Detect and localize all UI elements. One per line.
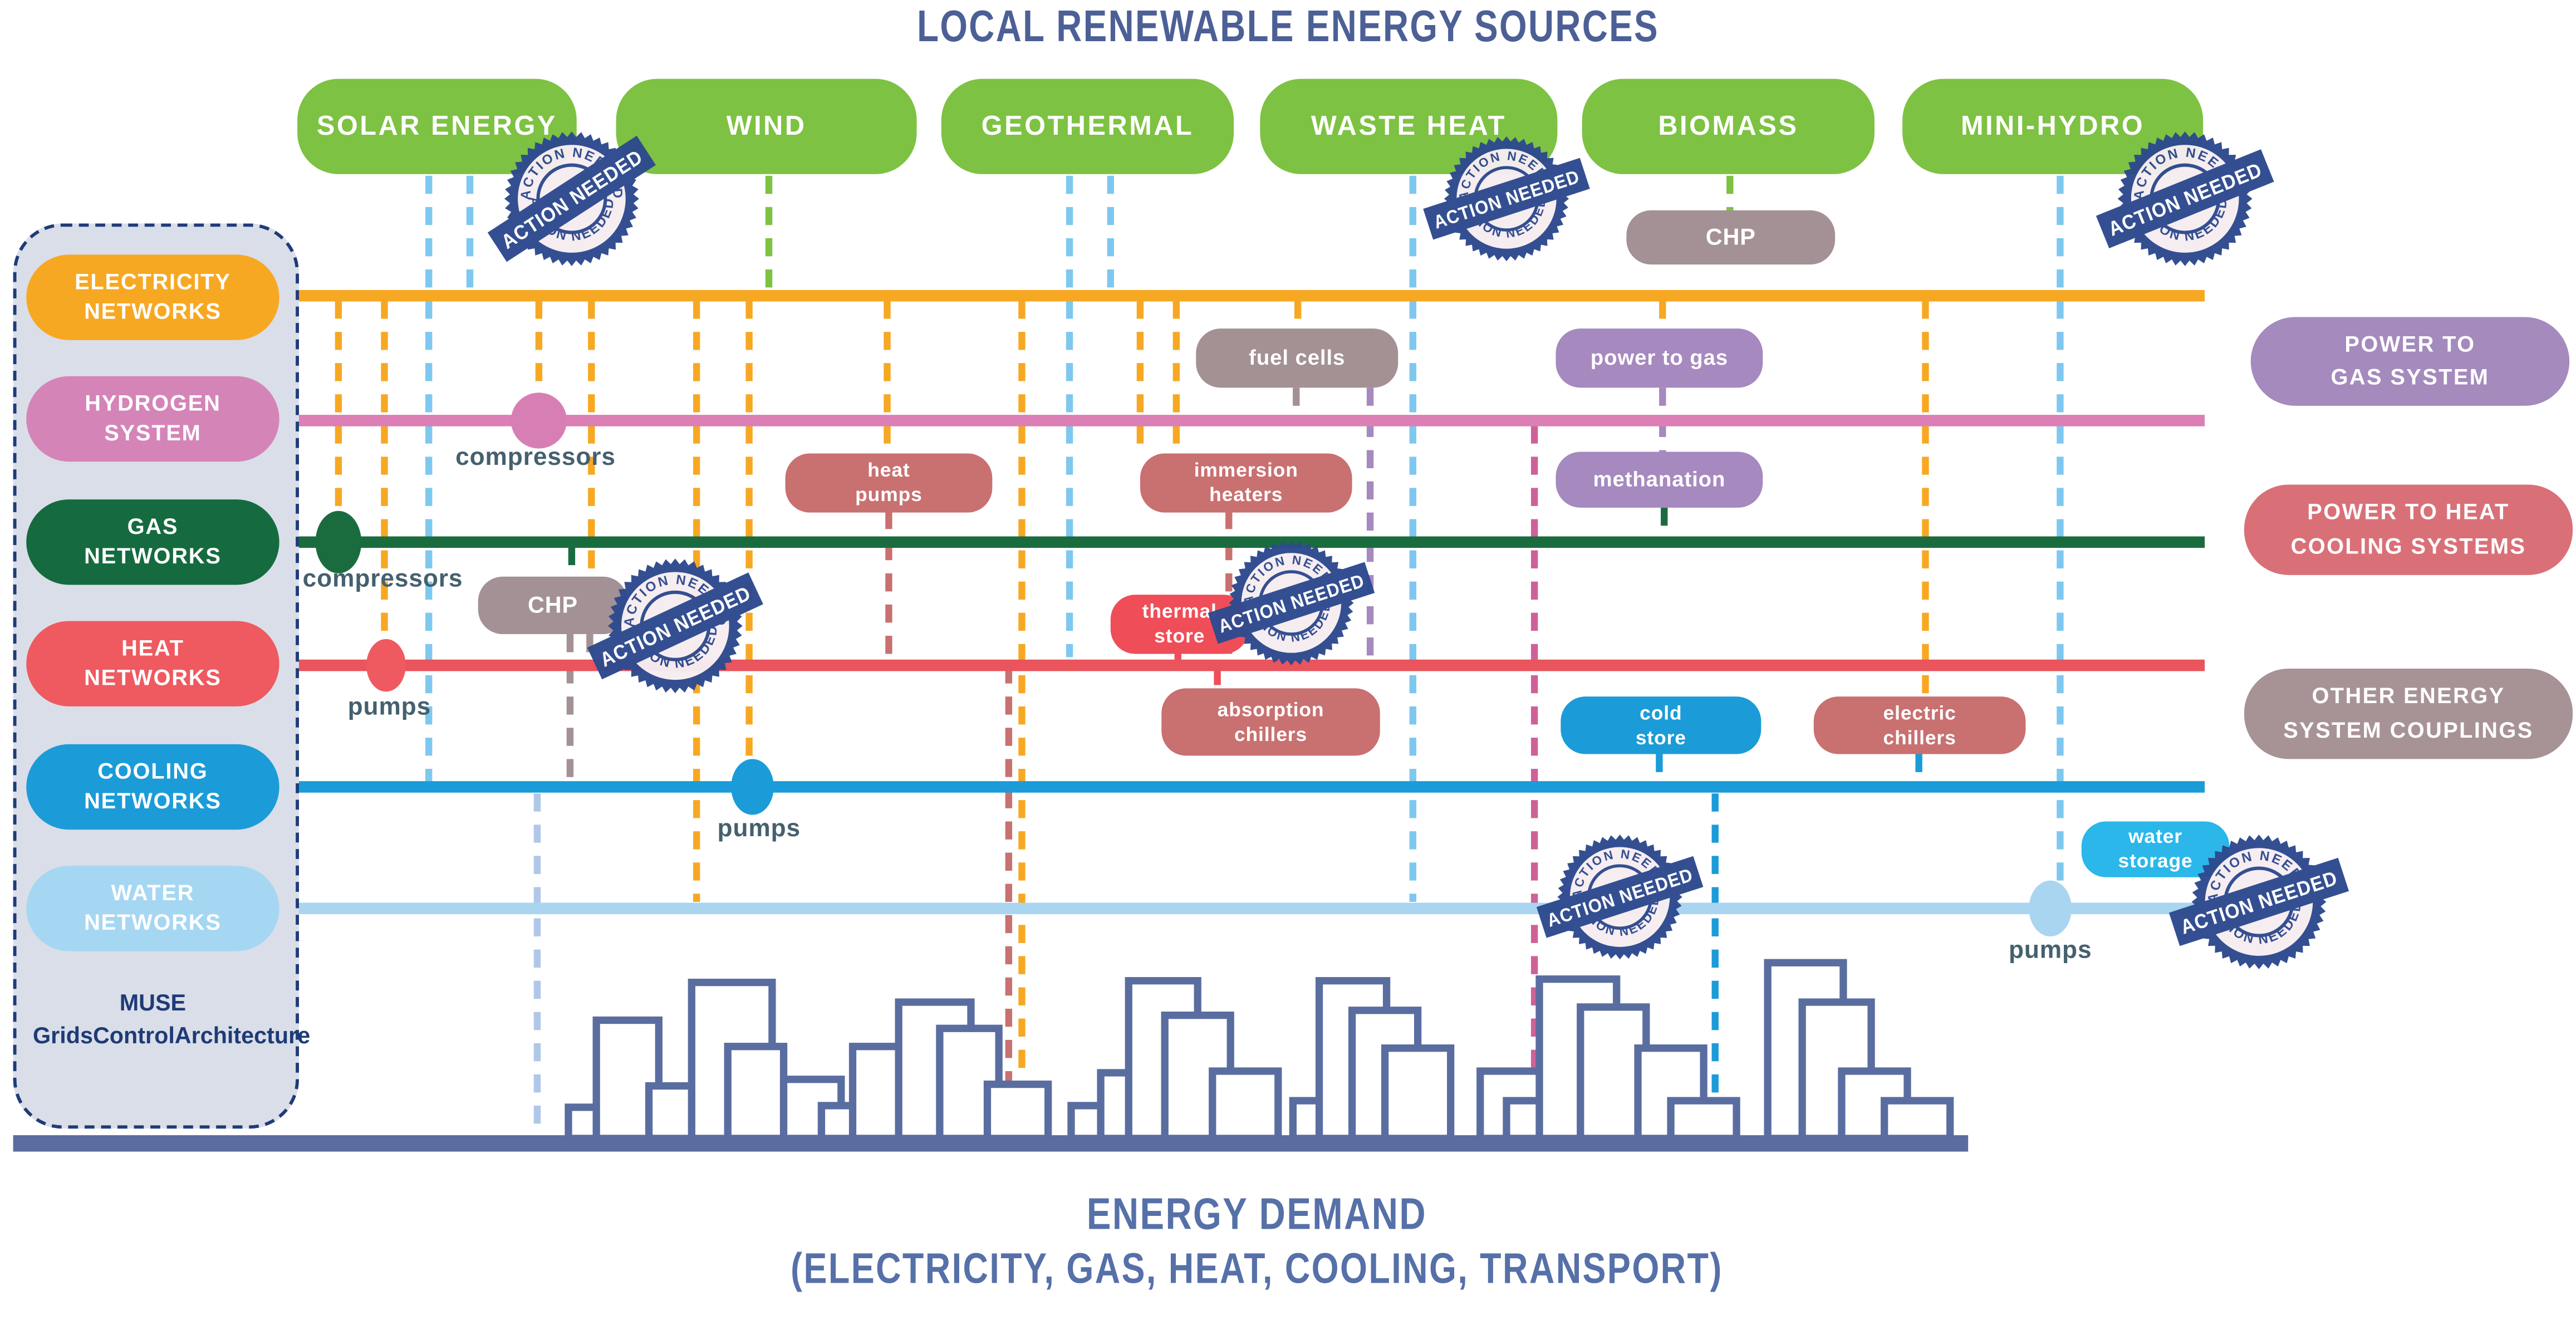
network-pill-gas-networks: GAS NETWORKS xyxy=(26,499,279,585)
cooling-pumps-node xyxy=(731,759,774,815)
component-pill-thermal-store-label: thermal xyxy=(1142,600,1217,623)
component-pill-methanation-label: methanation xyxy=(1593,466,1726,491)
source-pill-biomass: BIOMASS xyxy=(1582,78,1875,174)
coupling-label-power-to-gas-system-label: POWER TO xyxy=(2344,331,2476,356)
component-pill-power-to-gas: power to gas xyxy=(1556,328,1763,388)
component-pill-cold-store: cold store xyxy=(1561,696,1762,754)
hydrogen-compressors-node xyxy=(511,392,567,449)
component-pill-methanation: methanation xyxy=(1556,452,1763,508)
network-pill-electricity-networks-label: ELECTRICITY xyxy=(75,269,231,294)
network-pill-water-networks-label: NETWORKS xyxy=(84,910,222,935)
network-pill-hydrogen-system-label: SYSTEM xyxy=(104,420,202,445)
component-pill-power-to-gas-label: power to gas xyxy=(1590,345,1729,370)
component-pill-thermal-store: thermal store xyxy=(1110,595,1249,654)
control-architecture-note-label: Architecture xyxy=(174,1022,311,1049)
network-pill-heat-networks-label: NETWORKS xyxy=(84,665,222,690)
network-pill-heat-networks: HEAT NETWORKS xyxy=(26,621,279,706)
coupling-label-power-to-heat-cooling-systems-label: COOLING SYSTEMS xyxy=(2290,533,2526,558)
component-pill-heat-pumps-label: pumps xyxy=(855,483,923,506)
coupling-label-other-energy-system-couplings: OTHER ENERGY SYSTEM COUPLINGS xyxy=(2244,669,2573,759)
network-pill-heat-networks-label: HEAT xyxy=(121,635,184,660)
node-label-pumps: pumps xyxy=(2008,936,2092,965)
component-pill-absorption-chillers-label: absorption xyxy=(1217,697,1324,720)
component-pill-chp: CHP xyxy=(1626,210,1836,265)
node-label-pumps: pumps xyxy=(717,814,801,843)
component-pill-immersion-heaters-label: immersion xyxy=(1194,458,1298,482)
gas-compressors-node xyxy=(315,511,362,573)
component-pill-cold-store-label: store xyxy=(1635,725,1686,749)
page-title: LOCAL RENEWABLE ENERGY SOURCES xyxy=(917,1,1659,51)
coupling-label-other-energy-system-couplings-label: OTHER ENERGY xyxy=(2312,684,2505,709)
coupling-label-power-to-gas-system: POWER TO GAS SYSTEM xyxy=(2250,317,2570,406)
component-pill-immersion-heaters-label: heaters xyxy=(1209,483,1283,506)
node-label-compressors: compressors xyxy=(455,443,616,472)
component-pill-water-storage: water storage xyxy=(2081,821,2230,877)
coupling-label-power-to-gas-system-label: GAS SYSTEM xyxy=(2330,365,2490,390)
energy-demand-subtitle: (ELECTRICITY, GAS, HEAT, COOLING, TRANSP… xyxy=(791,1243,1723,1293)
component-pill-heat-pumps: heat pumps xyxy=(785,453,993,513)
component-pill-electric-chillers-label: chillers xyxy=(1883,725,1956,749)
skyline-building xyxy=(1381,1044,1455,1142)
node-label-pumps: pumps xyxy=(347,693,431,722)
energy-demand-title: ENERGY DEMAND xyxy=(1086,1189,1427,1239)
network-pill-electricity-networks: ELECTRICITY NETWORKS xyxy=(26,254,279,340)
node-label-compressors: compressors xyxy=(302,565,463,593)
network-pill-gas-networks-label: NETWORKS xyxy=(84,543,222,569)
skyline-building xyxy=(1881,1097,1954,1142)
control-architecture-note-label: MUSE Grids xyxy=(33,989,187,1049)
component-pill-water-storage-label: storage xyxy=(2118,849,2193,872)
coupling-label-power-to-heat-cooling-systems: POWER TO HEAT COOLING SYSTEMS xyxy=(2244,484,2573,575)
source-pill-geothermal: GEOTHERMAL xyxy=(941,78,1234,174)
water-pumps-node xyxy=(2029,880,2072,937)
skyline-building xyxy=(983,1080,1052,1142)
component-pill-water-storage-label: water xyxy=(2128,825,2183,848)
component-pill-heat-pumps-label: heat xyxy=(867,458,910,482)
source-pill-waste-heat: WASTE HEAT xyxy=(1260,78,1558,174)
component-pill-fuel-cells: fuel cells xyxy=(1196,328,1399,388)
component-pill-absorption-chillers: absorption chillers xyxy=(1161,688,1380,756)
network-pill-water-networks-label: WATER xyxy=(111,880,195,905)
component-pill-electric-chillers-label: electric xyxy=(1883,700,1956,724)
network-pill-hydrogen-system-label: HYDROGEN xyxy=(85,390,221,415)
source-pill-wind: WIND xyxy=(616,78,917,174)
network-pill-water-networks: WATER NETWORKS xyxy=(26,866,279,951)
component-pill-fuel-cells-label: fuel cells xyxy=(1249,345,1346,370)
network-pill-cooling-networks-label: NETWORKS xyxy=(84,788,222,813)
source-pill-solar-energy: SOLAR ENERGY xyxy=(297,78,577,174)
component-pill-absorption-chillers-label: chillers xyxy=(1234,722,1308,745)
skyline-ground-bar xyxy=(13,1135,1969,1152)
component-pill-chp-label: CHP xyxy=(528,591,578,617)
network-pill-hydrogen-system: HYDROGEN SYSTEM xyxy=(26,376,279,462)
network-pill-cooling-networks: COOLING NETWORKS xyxy=(26,744,279,830)
source-pill-mini-hydro: MINI-HYDRO xyxy=(1902,78,2204,174)
component-pill-cold-store-label: cold xyxy=(1640,700,1682,724)
component-pill-electric-chillers: electric chillers xyxy=(1813,696,2026,754)
heat-pumps-node xyxy=(366,639,406,692)
coupling-label-other-energy-system-couplings-label: SYSTEM COUPLINGS xyxy=(2283,717,2534,742)
component-pill-immersion-heaters: immersion heaters xyxy=(1140,453,1352,513)
coupling-label-power-to-heat-cooling-systems-label: POWER TO HEAT xyxy=(2307,499,2510,525)
network-pill-electricity-networks-label: NETWORKS xyxy=(84,299,222,324)
network-pill-gas-networks-label: GAS xyxy=(127,513,179,539)
network-pill-cooling-networks-label: COOLING xyxy=(97,758,208,783)
control-architecture-note-label: Control xyxy=(92,1022,175,1049)
component-pill-chp-label: CHP xyxy=(1705,223,1756,249)
control-architecture-note: MUSE GridsControlArchitecture xyxy=(33,986,310,1053)
component-pill-thermal-store-label: store xyxy=(1154,624,1205,647)
component-pill-chp: CHP xyxy=(478,576,628,635)
